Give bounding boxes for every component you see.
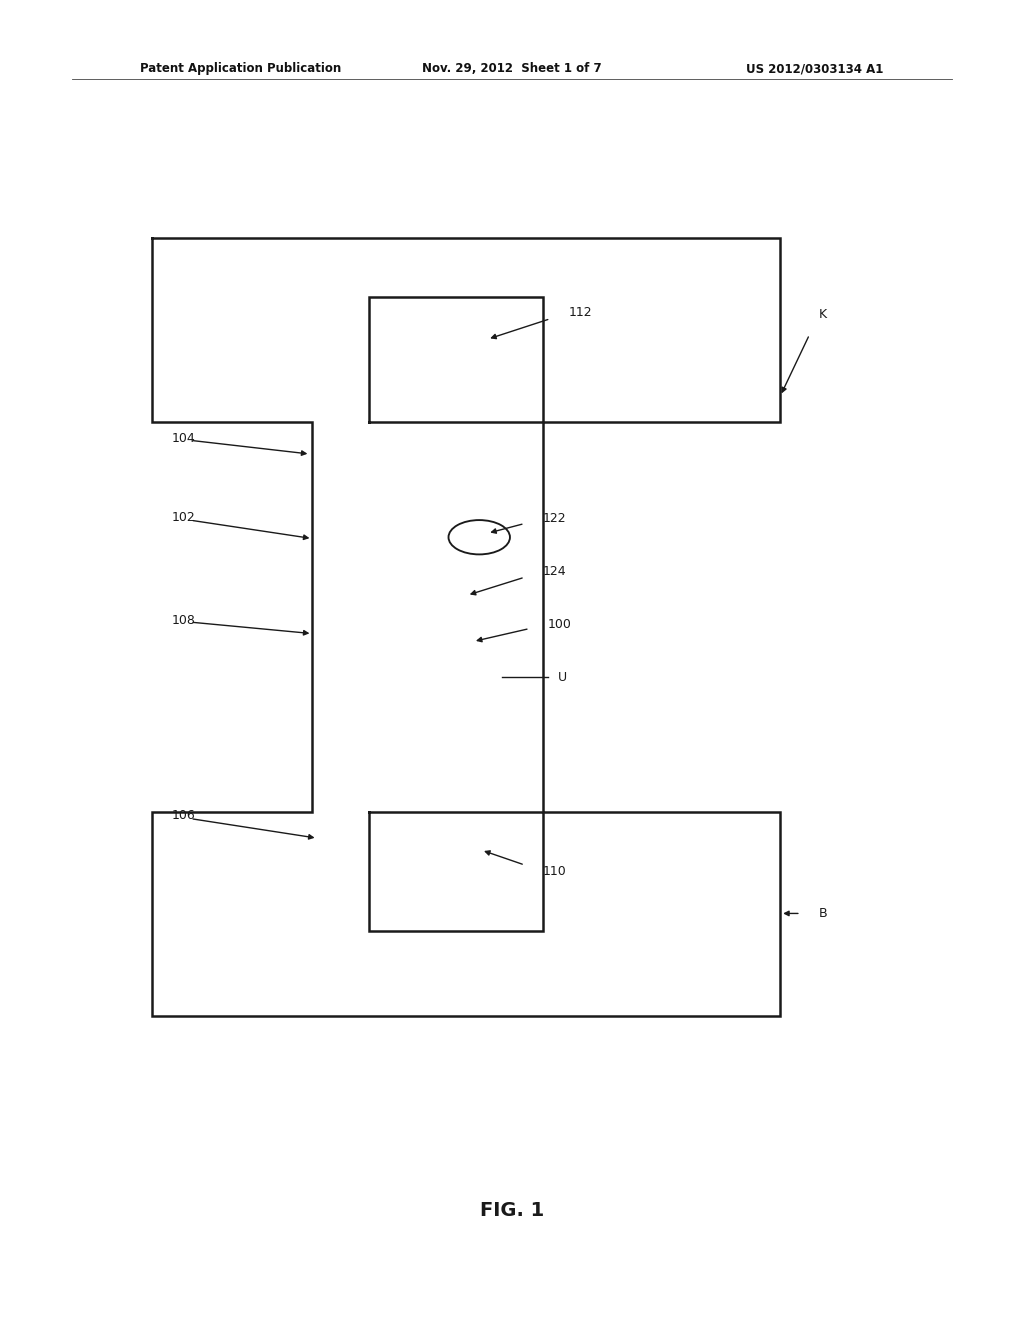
Text: 110: 110 <box>543 865 566 878</box>
Text: B: B <box>819 907 827 920</box>
Text: 100: 100 <box>548 618 571 631</box>
Text: 102: 102 <box>172 511 196 524</box>
Text: 106: 106 <box>172 809 196 822</box>
Text: 124: 124 <box>543 565 566 578</box>
Text: Patent Application Publication: Patent Application Publication <box>140 62 342 75</box>
Text: 104: 104 <box>172 432 196 445</box>
Text: K: K <box>819 308 827 321</box>
Text: US 2012/0303134 A1: US 2012/0303134 A1 <box>746 62 884 75</box>
Text: U: U <box>558 671 567 684</box>
Text: FIG. 1: FIG. 1 <box>480 1201 544 1220</box>
Text: Nov. 29, 2012  Sheet 1 of 7: Nov. 29, 2012 Sheet 1 of 7 <box>422 62 602 75</box>
Text: 112: 112 <box>568 306 592 319</box>
Text: 122: 122 <box>543 512 566 525</box>
Text: 108: 108 <box>172 614 196 627</box>
